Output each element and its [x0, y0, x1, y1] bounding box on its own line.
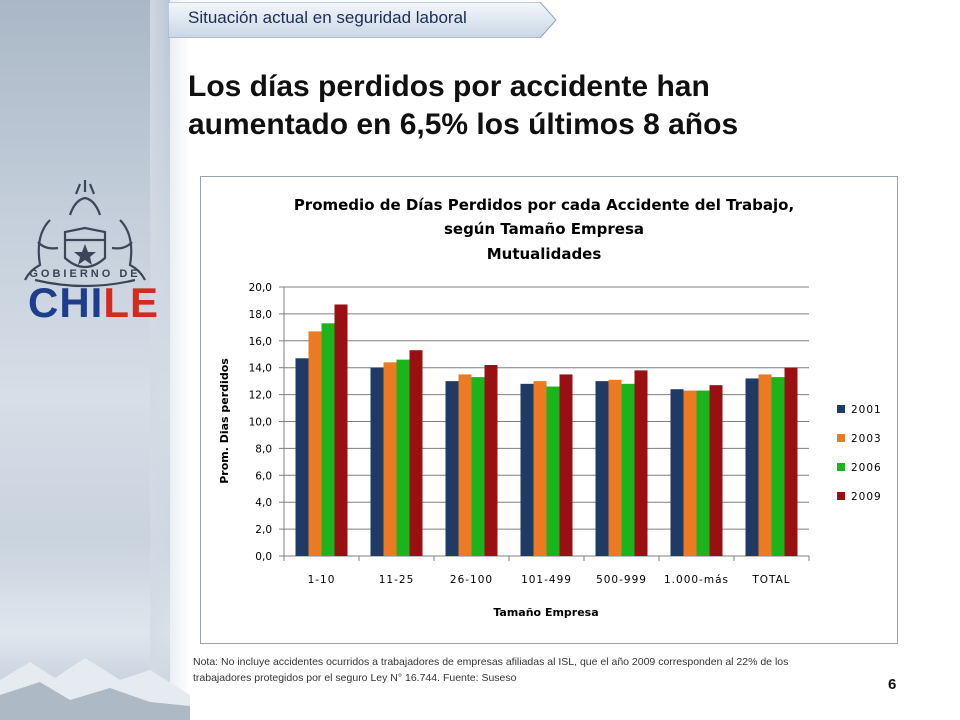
- bar: [445, 381, 459, 556]
- legend-swatch: [837, 463, 845, 471]
- x-tick-label: 26-100: [450, 574, 493, 586]
- legend-swatch: [837, 434, 845, 442]
- legend-label: 2001: [851, 404, 882, 416]
- legend-swatch: [837, 492, 845, 500]
- bar: [608, 379, 622, 556]
- bar: [321, 323, 335, 556]
- bar-chart: Promedio de Días Perdidos por cada Accid…: [218, 196, 882, 619]
- y-tick-label: 10,0: [249, 417, 272, 429]
- y-tick-label: 6,0: [255, 470, 272, 482]
- x-tick-label: 11-25: [379, 574, 415, 586]
- chile-logo-part1: CHI: [28, 279, 104, 326]
- bar: [533, 381, 547, 556]
- y-tick-label: 20,0: [249, 282, 272, 294]
- bar: [383, 362, 397, 556]
- y-tick-label: 4,0: [255, 497, 272, 509]
- chart-frame: Promedio de Días Perdidos por cada Accid…: [200, 176, 898, 644]
- y-tick-label: 8,0: [255, 443, 272, 455]
- y-tick-label: 16,0: [249, 336, 272, 348]
- x-tick-label: TOTAL: [751, 574, 790, 586]
- bar: [409, 350, 423, 556]
- bar: [758, 374, 772, 556]
- x-axis-title: Tamaño Empresa: [493, 606, 598, 619]
- y-tick-label: 2,0: [255, 524, 272, 536]
- page-title: Los días perdidos por accidente han aume…: [188, 68, 908, 144]
- bar: [621, 383, 635, 556]
- bar: [771, 377, 785, 556]
- bar: [370, 367, 384, 556]
- section-tab-shape: [168, 2, 557, 38]
- bar: [295, 358, 309, 556]
- chile-logo-text: CHILE: [28, 282, 159, 324]
- bar: [696, 390, 710, 556]
- page-title-line1: Los días perdidos por accidente han: [188, 70, 710, 103]
- footnote-line1: Nota: No incluye accidentes ocurridos a …: [193, 656, 789, 668]
- page-title-line2: aumentado en 6,5% los últimos 8 años: [188, 108, 739, 141]
- footnote: Nota: No incluye accidentes ocurridos a …: [193, 654, 913, 686]
- section-tab-label: Situación actual en seguridad laboral: [188, 8, 467, 27]
- legend-label: 2003: [851, 433, 882, 445]
- y-tick-label: 18,0: [249, 309, 272, 321]
- bar: [471, 377, 485, 556]
- x-tick-label: 101-499: [521, 574, 572, 586]
- x-tick-label: 1.000-más: [664, 574, 729, 586]
- bar: [709, 385, 723, 556]
- chart-subtitle-2: Mutualidades: [487, 245, 602, 263]
- chart-subtitle: según Tamaño Empresa: [444, 220, 644, 238]
- y-axis-title: Prom. Dias perdidos: [218, 358, 231, 484]
- bar: [595, 381, 609, 556]
- legend-swatch: [837, 405, 845, 413]
- sidebar-background: [0, 0, 170, 720]
- page-number: 6: [888, 676, 897, 693]
- chart-title: Promedio de Días Perdidos por cada Accid…: [294, 196, 794, 214]
- footnote-line2: trabajadores protegidos por el seguro Le…: [193, 672, 517, 684]
- bar: [396, 359, 410, 556]
- bar: [458, 374, 472, 556]
- bar: [520, 383, 534, 556]
- y-tick-label: 14,0: [249, 363, 272, 375]
- bar: [559, 374, 573, 556]
- bar: [546, 386, 560, 556]
- gobierno-de-label: GOBIERNO DE: [29, 268, 141, 280]
- bar: [634, 370, 648, 556]
- y-tick-label: 12,0: [249, 390, 272, 402]
- x-tick-label: 500-999: [596, 574, 647, 586]
- bar: [484, 365, 498, 556]
- bar: [670, 389, 684, 556]
- legend-label: 2009: [851, 491, 882, 503]
- bar: [784, 367, 798, 556]
- bar: [334, 304, 348, 556]
- chile-logo-part2: LE: [103, 279, 160, 326]
- coat-of-arms-icon: [24, 180, 146, 288]
- mountains-image: [0, 658, 190, 720]
- x-tick-label: 1-10: [308, 574, 336, 586]
- sidebar-fade: [150, 0, 190, 720]
- legend-label: 2006: [851, 462, 882, 474]
- y-tick-label: 0,0: [255, 551, 272, 563]
- bar: [683, 390, 697, 556]
- bar: [745, 378, 759, 556]
- bar: [308, 331, 322, 556]
